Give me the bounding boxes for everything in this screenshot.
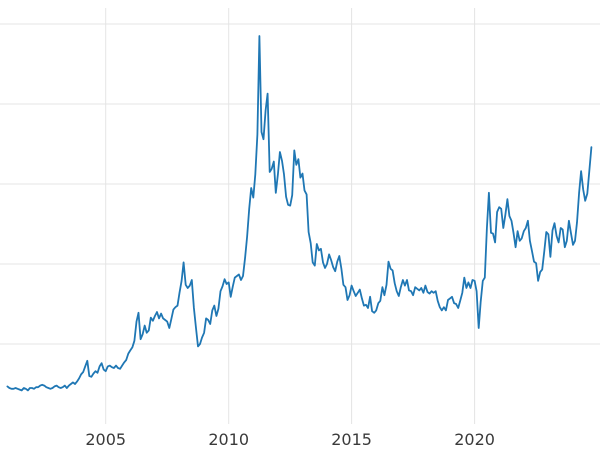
x-axis-tick-labels: 2005 2010 2015 2020 <box>85 430 495 449</box>
vertical-gridlines <box>105 8 476 424</box>
price-series-polyline <box>6 35 593 392</box>
x-tick-label: 2020 <box>454 430 495 449</box>
horizontal-gridlines <box>0 23 600 345</box>
x-tick-label: 2015 <box>331 430 372 449</box>
price-line <box>6 35 593 392</box>
x-tick-label: 2005 <box>85 430 126 449</box>
x-tick-label: 2010 <box>208 430 249 449</box>
